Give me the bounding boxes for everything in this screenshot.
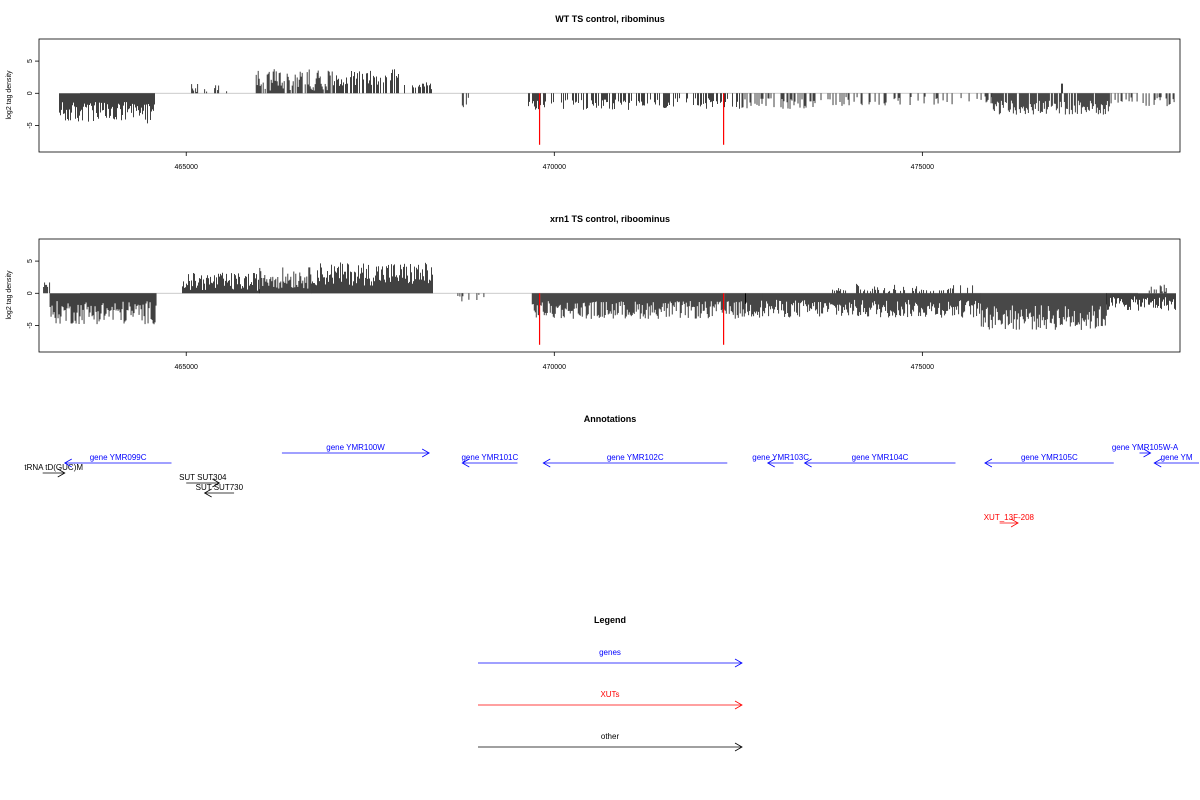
x-tick-label: 465000: [175, 164, 198, 171]
feature-genes: gene YMR104C: [803, 453, 956, 468]
legend: Legend genes XUTs other: [478, 615, 743, 752]
x-tick-label: 470000: [543, 164, 566, 171]
legend-item-label: other: [601, 732, 620, 741]
wt-x-ticks: 465000 470000 475000: [175, 152, 934, 171]
legend-item-genes: genes: [478, 648, 743, 668]
feature-label: gene YMR103C: [752, 453, 809, 462]
x-tick-label: 465000: [175, 364, 198, 371]
feature-label: gene YMR105W-A: [1112, 443, 1179, 452]
feature-arrowhead: [1153, 458, 1162, 468]
feature-genes: gene YM: [1153, 453, 1199, 468]
feature-arrowhead: [212, 478, 221, 488]
feature-other: SUT SUT304: [179, 473, 227, 488]
feature-label: SUT SUT304: [179, 473, 227, 482]
xrn1-panel-title: xrn1 TS control, riboominus: [550, 214, 670, 224]
annotations-track: Annotations tRNA tD(GUC)M gene YMR099C SUT…: [24, 414, 1199, 528]
feature-label: gene YMR102C: [607, 453, 664, 462]
legend-title: Legend: [594, 615, 626, 625]
feature-xuts: XUT_13F-208: [984, 513, 1035, 528]
feature-other: SUT SUT730: [196, 483, 244, 498]
y-tick-label: 0: [27, 91, 34, 95]
feature-arrowhead: [984, 458, 993, 468]
feature-label: gene YMR100W: [326, 443, 385, 452]
feature-label: SUT SUT730: [196, 483, 244, 492]
wt-y-axis-label: log2 tag density: [6, 70, 13, 120]
feature-label: gene YMR099C: [90, 453, 147, 462]
feature-label: gene YMR104C: [852, 453, 909, 462]
feature-label: tRNA tD(GUC)M: [24, 463, 83, 472]
feature-genes: gene YMR100W: [281, 443, 430, 458]
wt-panel: WT TS control, ribominus log2 tag densit…: [6, 14, 1181, 171]
xrn1-y-ticks: -5 0 5: [27, 259, 39, 329]
wt-panel-title: WT TS control, ribominus: [555, 14, 665, 24]
feature-genes: gene YMR099C: [63, 453, 172, 468]
feature-genes: gene YMR103C: [752, 453, 809, 468]
feature-arrowhead: [734, 700, 743, 710]
y-tick-label: -5: [27, 322, 34, 328]
xrn1-plot-frame: [38, 238, 1181, 353]
legend-item-xuts: XUTs: [478, 690, 743, 710]
x-tick-label: 475000: [911, 164, 934, 171]
feature-arrowhead: [734, 742, 743, 752]
wt-plot-frame: [38, 38, 1181, 153]
xrn1-bars: [43, 262, 1176, 330]
feature-genes: gene YMR105W-A: [1112, 443, 1179, 458]
feature-arrowhead: [57, 468, 66, 478]
y-tick-label: -5: [27, 122, 34, 128]
annotations-title: Annotations: [584, 414, 637, 424]
xrn1-outliers: [538, 293, 725, 345]
feature-label: XUT_13F-208: [984, 513, 1035, 522]
y-tick-label: 5: [27, 259, 34, 263]
legend-item-label: XUTs: [600, 690, 619, 699]
feature-genes: gene YMR105C: [984, 453, 1114, 468]
legend-items: genes XUTs other: [478, 648, 743, 752]
feature-label: gene YMR105C: [1021, 453, 1078, 462]
y-tick-label: 0: [27, 291, 34, 295]
feature-arrowhead: [542, 458, 551, 468]
feature-arrowhead: [1143, 448, 1152, 458]
x-tick-label: 475000: [911, 364, 934, 371]
wt-outliers: [538, 93, 725, 145]
wt-bars: [59, 69, 1175, 124]
feature-arrowhead: [63, 458, 72, 468]
feature-arrowhead: [1010, 518, 1019, 528]
feature-arrowhead: [803, 458, 812, 468]
feature-genes: gene YMR102C: [542, 453, 728, 468]
feature-arrowhead: [203, 488, 212, 498]
feature-arrowhead: [461, 458, 470, 468]
feature-arrowhead: [766, 458, 775, 468]
xrn1-y-axis-label: log2 tag density: [6, 270, 13, 320]
feature-other: tRNA tD(GUC)M: [24, 463, 83, 478]
feature-arrowhead: [734, 658, 743, 668]
feature-label: gene YMR101C: [461, 453, 518, 462]
legend-item-label: genes: [599, 648, 621, 657]
feature-genes: gene YMR101C: [461, 453, 518, 468]
wt-y-ticks: -5 0 5: [27, 59, 39, 129]
xrn1-panel: xrn1 TS control, riboominus log2 tag den…: [6, 214, 1181, 371]
feature-arrowhead: [421, 448, 430, 458]
y-tick-label: 5: [27, 59, 34, 63]
legend-item-other: other: [478, 732, 743, 752]
xrn1-x-ticks: 465000 470000 475000: [175, 352, 934, 371]
x-tick-label: 470000: [543, 364, 566, 371]
feature-label: gene YM: [1161, 453, 1193, 462]
